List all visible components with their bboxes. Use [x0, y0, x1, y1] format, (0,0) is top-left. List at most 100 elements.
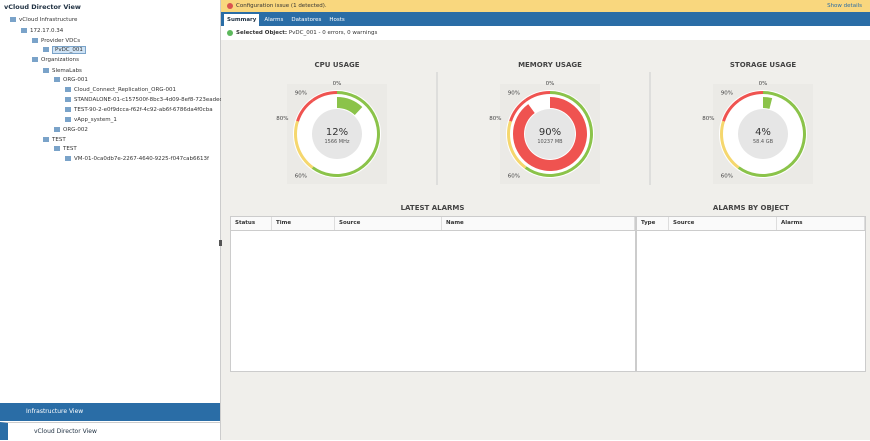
section-title: LATEST ALARMS [400, 204, 465, 212]
gauge-value-label: 12% [326, 127, 348, 138]
tree-node[interactable]: ORG-002 [54, 127, 88, 133]
node-label: Cloud_Connect_Replication_ORG-001 [74, 87, 177, 93]
node-icon [54, 146, 60, 151]
tree-node[interactable]: VM-01-0ca0db7e-2267-4640-9225-f047cab661… [65, 156, 209, 162]
ok-icon [227, 29, 233, 36]
gauge-tick-label: 80% [489, 116, 501, 122]
node-label: TEST [63, 146, 77, 152]
node-icon [43, 137, 49, 142]
alarms-table: Status Time Source Name [230, 216, 636, 372]
gauge-value-label: 90% [539, 127, 561, 138]
gauge-value [513, 97, 587, 171]
panel-title: vCloud Director View [4, 3, 81, 11]
gauge-tick-label: 80% [276, 116, 288, 122]
column-header[interactable]: Alarms [777, 217, 865, 230]
view-button[interactable]: vCloud Director View [0, 422, 220, 440]
gauge-value [763, 97, 773, 109]
gauge-detail: 58.4 GB [753, 139, 774, 145]
tab[interactable]: Summary [224, 14, 260, 26]
tree-node[interactable]: 172.17.0.34 [21, 28, 63, 34]
error-icon [227, 2, 233, 9]
tree-node[interactable]: TEST-90-2-e0f9dcca-f62f-4c92-ab6f-6786da… [65, 107, 213, 113]
gauge-center [525, 109, 575, 159]
node-icon [21, 28, 27, 33]
gauge-title: STORAGE USAGE [730, 61, 796, 69]
gauge-zone [507, 120, 527, 169]
column-header[interactable]: Name [442, 217, 635, 230]
node-label: Organizations [41, 57, 80, 63]
tree-node[interactable]: TEST [54, 146, 77, 152]
alarms-by-object-table: Type Source Alarms [636, 216, 866, 372]
node-icon [65, 97, 71, 102]
gauge-tick-label: 80% [702, 116, 714, 122]
node-label: VM-01-0ca0db7e-2267-4640-9225-f047cab661… [74, 156, 209, 162]
node-label: ORG-002 [63, 127, 88, 133]
gauge-zone [294, 120, 314, 169]
tree-node[interactable]: vCloud Infrastructure [10, 17, 77, 23]
tree-node[interactable]: Organizations [32, 57, 79, 63]
tree-node[interactable]: SlemaLabs [43, 68, 82, 74]
tab[interactable]: Alarms [264, 17, 284, 23]
gauge-tick-label: 60% [508, 173, 520, 179]
column-header[interactable]: Source [335, 217, 442, 230]
gauge-tick-label: 0% [759, 81, 768, 87]
gauge-zone [722, 99, 740, 122]
gauge-tick-label: 0% [333, 81, 342, 87]
gauge-center [312, 109, 362, 159]
tree-node[interactable]: Provider VDCs [32, 38, 80, 44]
table-header [231, 217, 635, 231]
tab[interactable]: Hosts [329, 17, 345, 23]
column-header[interactable]: Time [272, 217, 335, 230]
node-label: TEST-90-2-e0f9dcca-f62f-4c92-ab6f-6786da… [74, 107, 213, 113]
gauge-tick-label: 60% [295, 173, 307, 179]
node-icon [54, 77, 60, 82]
selected-name: PvDC_001 [288, 30, 317, 36]
node-label: 172.17.0.34 [30, 28, 64, 34]
gauge-zone [720, 120, 740, 169]
tab[interactable]: Datastores [291, 17, 322, 23]
gauge-value-label: 4% [755, 127, 771, 138]
splitter-handle[interactable] [219, 240, 222, 246]
gauge-tick-label: 90% [721, 91, 733, 97]
node-label: TEST [52, 137, 66, 143]
gauge-center [738, 109, 788, 159]
show-details[interactable]: Show details [827, 3, 862, 9]
node-label: vCloud Infrastructure [19, 17, 78, 23]
gauge-zone [524, 91, 550, 102]
gauge-title: CPU USAGE [314, 61, 359, 69]
tree-node[interactable]: STANDALONE-01-c157500f-8bc3-4d09-8ef8-72… [65, 97, 237, 103]
gauge-tick-label: 90% [508, 91, 520, 97]
table-header [637, 217, 865, 231]
column-header[interactable]: Source [669, 217, 777, 230]
left-panel: vCloud Director View vCloud Infrastructu… [0, 0, 237, 440]
column-header[interactable]: Type [637, 217, 669, 230]
tab-bar: Summary Alarms Datastores Hosts [221, 12, 870, 26]
gauge-detail: 1566 MHz [324, 139, 349, 145]
main-panel: Configuration issue (1 detected). Show d… [221, 0, 870, 440]
gauge-zone [737, 91, 763, 102]
node-label: Provider VDCs [41, 38, 81, 44]
selected-status: - 0 errors, 0 warnings [316, 30, 378, 36]
node-label: STANDALONE-01-c157500f-8bc3-4d09-8ef8-72… [74, 97, 237, 103]
tree-node[interactable]: PvDC_001 [43, 46, 86, 54]
node-icon [65, 107, 71, 112]
node-label: PvDC_001 [52, 46, 86, 54]
tree-node[interactable]: TEST [43, 137, 66, 143]
node-icon [65, 156, 71, 161]
gauge-zone [296, 99, 314, 122]
gauges: CPU USAGE 0% 60% 80% 90% 12%1566 MHz MEMORY US… [276, 61, 813, 185]
column-header[interactable]: Status [231, 217, 272, 230]
gauge-tick-label: 60% [721, 173, 733, 179]
tree-node[interactable]: vApp_system_1 [65, 117, 117, 123]
node-icon [54, 127, 60, 132]
node-icon [32, 38, 38, 43]
tree-node[interactable]: Cloud_Connect_Replication_ORG-001 [65, 87, 176, 93]
tree-node[interactable]: ORG-001 [54, 77, 88, 83]
selected-object: Selected Object: PvDC_001 - 0 errors, 0 … [221, 26, 870, 40]
node-label: vApp_system_1 [74, 117, 117, 123]
gauge-zone [311, 91, 337, 102]
view-button[interactable]: Infrastructure View [0, 403, 220, 421]
gauge-zone [509, 99, 527, 122]
gauge-title: MEMORY USAGE [518, 61, 582, 69]
